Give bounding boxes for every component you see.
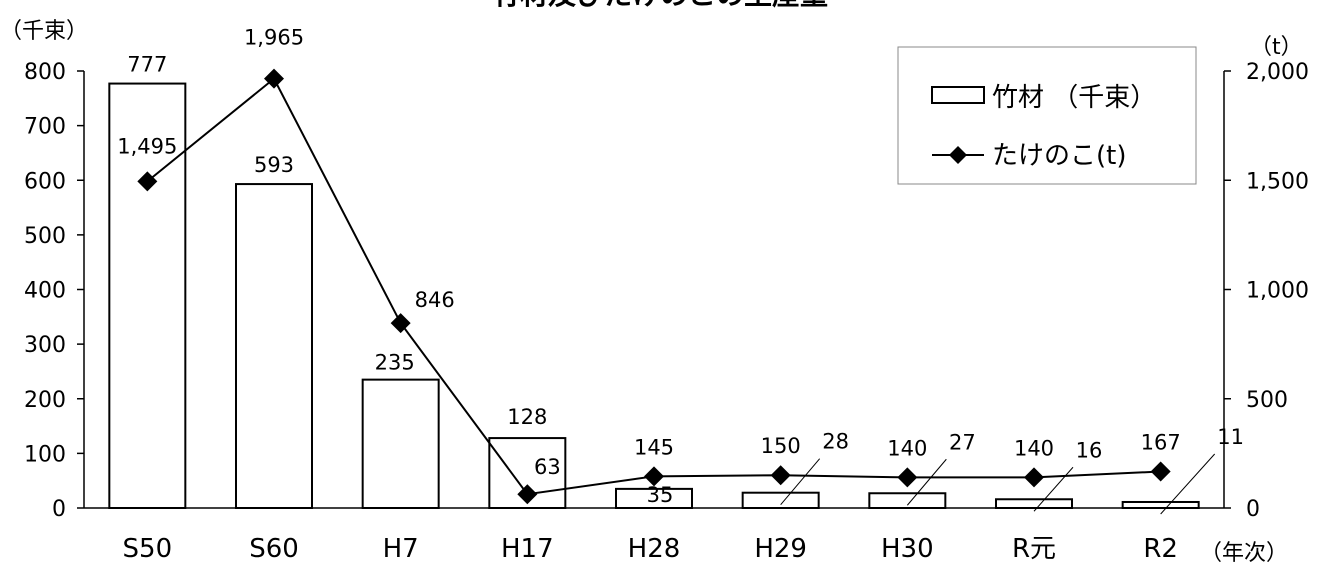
category-label: S60 [249,534,299,564]
x-axis-unit: （年次） [1200,541,1288,566]
line-value-label: 140 [887,436,927,460]
right-axis-ticks: 0 500 1,000 1,500 2,000 [1224,60,1309,522]
bar [235,183,313,509]
line-marker [1024,467,1044,488]
line-value-label: 63 [534,455,561,479]
bar-value-label: 593 [254,153,294,177]
leader-line [906,458,947,506]
legend-line-label: たけのこ(t) [992,141,1126,171]
right-tick-label: 1,500 [1246,169,1309,194]
bar-value-label: 777 [127,53,167,77]
left-tick-label: 500 [24,224,66,249]
legend: 竹材 （千束） たけのこ(t) [897,46,1197,185]
left-tick-label: 400 [24,279,66,304]
category-label: R2 [1143,534,1178,564]
left-tick-label: 0 [52,497,66,522]
line-marker [897,467,918,488]
left-tick-label: 300 [24,333,66,358]
line-marker [264,68,284,89]
chart-title: 竹材及びたけのこの生産量 [491,0,828,11]
leader-line [1033,466,1074,512]
right-tick-label: 1,000 [1246,279,1309,304]
right-tick-label: 0 [1246,497,1260,522]
bar [1121,500,1200,509]
category-label: S50 [123,534,173,564]
bar-value-label: 28 [822,430,849,454]
legend-bar-label: 竹材 （千束） [992,83,1156,113]
line-marker [1150,461,1171,482]
category-label: H29 [754,534,807,564]
category-label: R元 [1012,534,1056,564]
bar-value-label: 27 [949,430,976,454]
category-labels: S50 S60 H7 H17 H28 H29 H30 R元 R2 [123,534,1178,564]
line-value-label: 140 [1014,436,1054,460]
bar [995,498,1073,510]
line-value-label: 846 [415,288,455,312]
line-value-label: 150 [761,434,801,458]
bar-value-label: 128 [507,405,547,429]
line-value-label: 1,495 [117,134,177,158]
category-label: H17 [501,534,554,564]
right-axis-unit: （t） [1250,35,1303,60]
category-label: H7 [383,534,419,564]
line-value-label: 145 [634,435,674,459]
legend-box [897,46,1197,185]
left-tick-label: 100 [24,442,66,467]
data-labels: 777 593 235 128 35 28 27 16 11 1,495 1,965 846 63 145… [117,26,1244,507]
left-axis-unit: （千束） [0,19,88,44]
line-marker [390,313,411,334]
bar-value-label: 35 [647,483,674,507]
axis-lines [83,71,1225,509]
line-value-label: 1,965 [244,26,304,50]
left-tick-label: 700 [24,115,66,140]
line-series [137,68,1171,505]
leader-line [780,458,821,506]
bar-label-leaders [780,453,1216,515]
line-marker [644,466,664,487]
bar [741,491,820,509]
bar [108,82,187,509]
left-tick-label: 600 [24,169,66,194]
leader-line [1160,453,1216,515]
right-tick-label: 2,000 [1246,60,1309,85]
category-label: H30 [881,534,934,564]
left-tick-label: 800 [24,60,66,85]
legend-bar-swatch [931,86,985,104]
bar-value-label: 11 [1217,425,1244,449]
bar-value-label: 235 [375,351,415,375]
legend-diamond-marker [949,146,967,164]
left-axis-ticks: 0 100 200 300 400 500 600 700 800 [24,60,84,522]
left-tick-label: 200 [24,388,66,413]
category-label: H28 [628,534,681,564]
right-tick-label: 500 [1246,388,1288,413]
bar-value-label: 16 [1076,438,1103,462]
bar [361,378,440,509]
line-value-label: 167 [1141,431,1181,455]
bar [868,492,947,510]
line-marker [770,465,791,486]
line-marker [517,484,538,505]
line-marker [137,171,158,192]
